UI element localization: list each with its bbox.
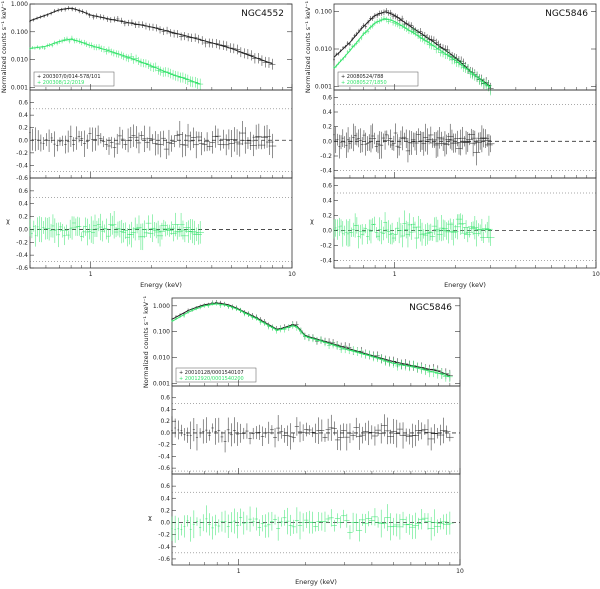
spectrum-y-tick-label: 0.010 [11, 57, 28, 64]
residual-y-tick-label: 0.4 [18, 201, 28, 208]
residual-y-tick-label: 0.4 [322, 109, 332, 116]
spectrum-y-axis-label: Normalized counts s⁻¹ keV⁻¹ [304, 1, 312, 94]
x-tick-label: 10 [592, 271, 600, 278]
residual-y-tick-label: -0.4 [320, 258, 332, 265]
residual-y-tick-label: -0.2 [158, 442, 170, 449]
residual-y-tick-label: -0.2 [16, 150, 28, 157]
residual-y-axis-label: χ [310, 217, 314, 225]
residual-y-tick-label: 0.4 [160, 406, 170, 413]
spectrum-y-tick-label: 0.001 [153, 380, 170, 387]
residual-y-tick-label: 0.4 [322, 198, 332, 205]
chart-title: NGC5846 [409, 303, 452, 313]
legend-entry: + 200308/12/2019 [37, 80, 84, 86]
spectrum-model-line [333, 11, 491, 87]
spectrum-y-tick-label: 0.100 [11, 29, 28, 36]
legend-box [33, 71, 115, 87]
residual-y-tick-label: -0.2 [16, 239, 28, 246]
residual-y-tick-label: 0.2 [322, 213, 332, 220]
residual-frame [171, 385, 461, 475]
legend-entry: + 20080527/1850 [341, 80, 387, 86]
spectrum-model-line [333, 18, 492, 89]
residual-frame [333, 177, 597, 269]
residual-y-tick-label: -0.4 [158, 453, 170, 460]
spectrum-y-tick-label: 0.100 [153, 329, 170, 336]
residual-y-axis-label: χ [6, 217, 10, 225]
x-tick-label: 1 [89, 271, 93, 278]
x-tick-label: 10 [288, 271, 296, 278]
residual-y-tick-label: 0.6 [322, 94, 332, 101]
legend-entry: + 200307/0/014-578/101 [37, 74, 101, 80]
residual-y-tick-label: 0.2 [160, 507, 170, 514]
x-tick-label: 10 [456, 568, 464, 575]
legend-entry: + 20012920/0001540200 [179, 376, 244, 382]
residual-y-tick-label: -0.4 [320, 168, 332, 175]
residual-y-tick-label: 0.2 [18, 214, 28, 221]
residual-y-tick-label: 0.0 [322, 228, 332, 235]
residual-y-tick-label: -0.2 [320, 243, 332, 250]
residual-y-tick-label: -0.4 [16, 252, 28, 259]
residual-frame [29, 177, 293, 269]
x-tick-label: 1 [237, 568, 241, 575]
spectrum-model-line [29, 7, 273, 65]
x-axis-label: Energy (keV) [444, 281, 486, 289]
residual-y-tick-label: -0.2 [158, 532, 170, 539]
spectrum-y-axis-label: Normalized counts s⁻¹ keV⁻¹ [0, 1, 8, 94]
legend-box [175, 367, 257, 383]
spectrum-y-tick-label: 1.000 [11, 1, 28, 8]
residual-frame [333, 89, 597, 179]
residual-y-axis-label: χ [148, 514, 152, 522]
residual-y-tick-label: 0.4 [18, 112, 28, 119]
residual-y-tick-label: 0.6 [322, 183, 332, 190]
spectrum-model-line [29, 38, 201, 85]
residual-frame [171, 473, 461, 566]
residual-y-tick-label: -0.6 [158, 556, 170, 563]
residual-y-tick-label: 0.0 [18, 137, 28, 144]
spectrum-model-line [171, 302, 451, 377]
x-axis-label: Energy (keV) [295, 578, 337, 586]
residual-y-tick-label: -0.2 [320, 153, 332, 160]
chart-title: NGC4552 [241, 9, 284, 19]
residual-y-tick-label: -0.4 [158, 544, 170, 551]
residual-y-tick-label: 0.2 [160, 418, 170, 425]
residual-y-tick-label: 0.4 [160, 495, 170, 502]
legend-entry: + 20010128/0001540107 [179, 370, 244, 376]
residual-y-tick-label: -0.6 [16, 175, 28, 182]
residual-y-tick-label: -0.6 [158, 465, 170, 472]
residual-y-tick-label: 0.0 [322, 138, 332, 145]
spectrum-y-tick-label: 0.001 [11, 84, 28, 91]
legend-entry: + 20080524/788 [341, 74, 383, 80]
residual-y-tick-label: 0.0 [160, 430, 170, 437]
spectrum-y-tick-label: 0.100 [315, 9, 332, 16]
spectrum-y-axis-label: Normalized counts s⁻¹ keV⁻¹ [142, 296, 150, 389]
residual-y-tick-label: 0.2 [322, 124, 332, 131]
residual-y-tick-label: 0.6 [18, 100, 28, 107]
residual-y-tick-label: 0.2 [18, 125, 28, 132]
spectrum-y-tick-label: 1.000 [153, 303, 170, 310]
residual-y-tick-label: -0.6 [16, 265, 28, 272]
residual-y-tick-label: 0.0 [18, 226, 28, 233]
spectrum-y-tick-label: 0.001 [315, 83, 332, 90]
residual-y-tick-label: 0.0 [160, 520, 170, 527]
spectrum-y-tick-label: 0.010 [153, 355, 170, 362]
residual-y-tick-label: 0.6 [160, 483, 170, 490]
x-tick-label: 1 [393, 271, 397, 278]
residual-y-tick-label: -0.4 [16, 162, 28, 169]
residual-y-tick-label: 0.6 [160, 395, 170, 402]
chart-title: NGC5846 [545, 9, 588, 19]
residual-y-tick-label: 0.6 [18, 188, 28, 195]
spectrum-model-line [171, 303, 451, 378]
spectrum-y-tick-label: 0.010 [315, 46, 332, 53]
x-axis-label: Energy (keV) [140, 281, 182, 289]
legend-box [337, 71, 419, 87]
